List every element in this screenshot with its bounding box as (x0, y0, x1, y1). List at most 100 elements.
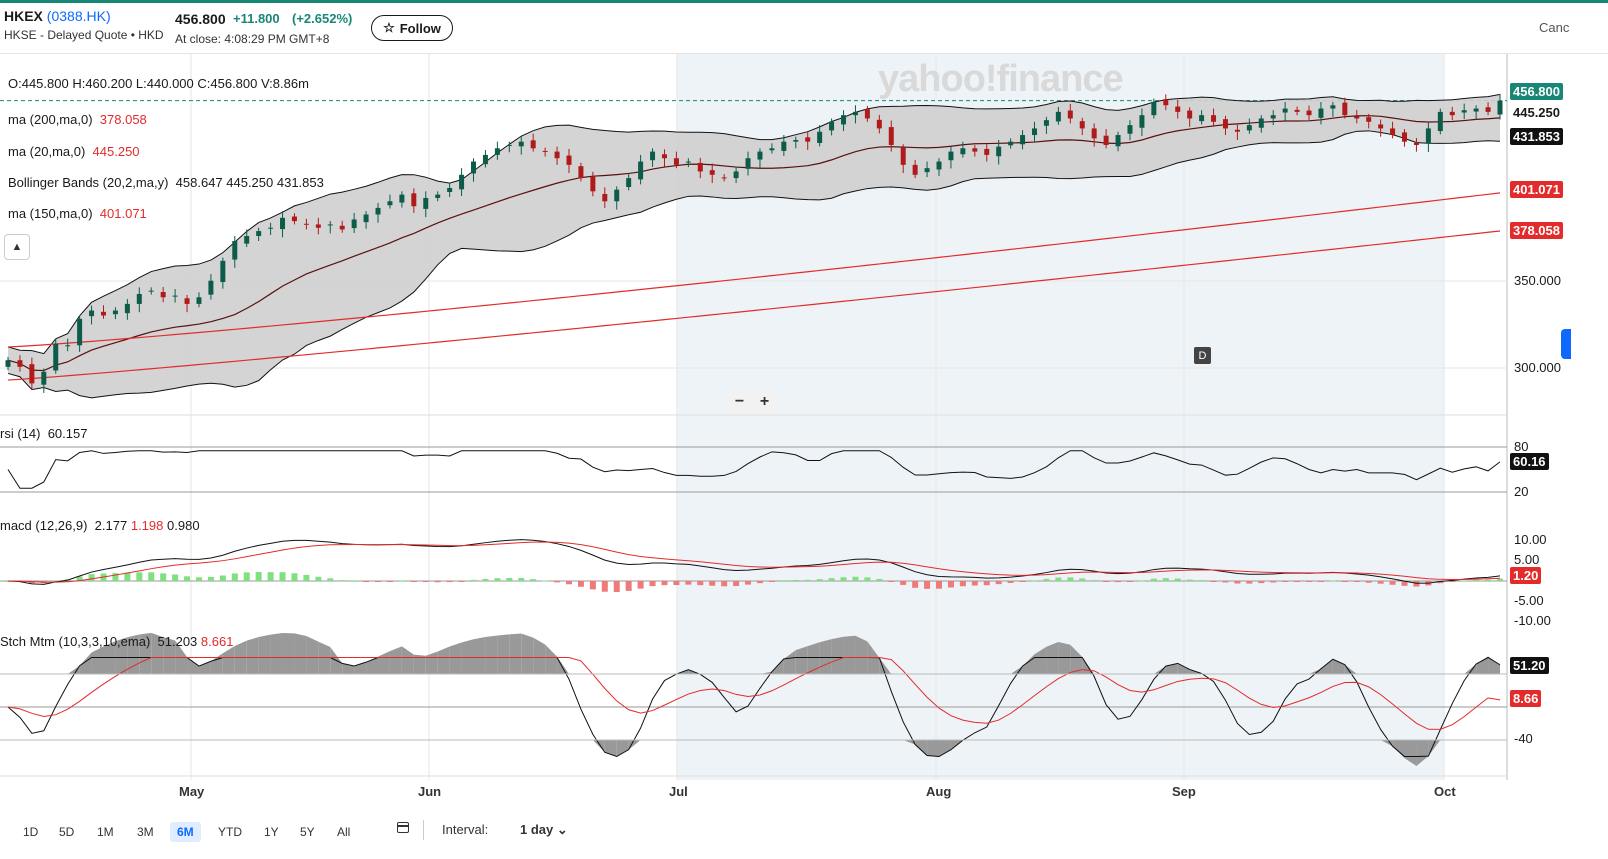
zoom-in-button[interactable]: + (759, 393, 770, 410)
stch-overbought-fill (258, 634, 271, 674)
stch-overbought-fill (855, 635, 868, 674)
candle (1294, 106, 1300, 116)
macd-signal-line (7, 541, 1501, 583)
range-3m-button[interactable]: 3M (137, 825, 154, 839)
collapse-legend-button[interactable]: ▲ (4, 234, 30, 260)
calendar-icon[interactable] (397, 822, 409, 833)
macd-histogram-bar (1103, 581, 1110, 582)
side-panel-handle[interactable] (1561, 329, 1571, 359)
candle-body (1413, 142, 1419, 145)
candle-body (411, 193, 417, 207)
candle-body (1437, 111, 1443, 132)
candle-body (817, 131, 823, 143)
candle-body (280, 217, 286, 230)
stch-overbought-fill (401, 646, 414, 674)
candle (1020, 130, 1026, 150)
candle (1055, 106, 1061, 125)
stch-oversold-fill (628, 740, 641, 750)
candle (423, 191, 429, 218)
bb-label: Bollinger Bands (20,2,ma,y) (8, 175, 169, 190)
candle (208, 274, 214, 300)
stch-overbought-fill (759, 671, 772, 674)
candle-body (208, 280, 214, 295)
month-label: Aug (926, 784, 952, 799)
range-5y-button[interactable]: 5Y (300, 825, 315, 839)
bollinger-legend[interactable]: Bollinger Bands (20,2,ma,y) 458.647 445.… (8, 175, 324, 190)
macd-histogram-bar (518, 578, 525, 581)
macd-histogram-bar (601, 581, 608, 592)
candle (1402, 129, 1408, 147)
moving-averages (7, 115, 1501, 381)
chart-canvas[interactable] (0, 54, 1608, 784)
symbol-code[interactable]: (0388.HK) (46, 8, 111, 24)
macd-histogram-bar (625, 581, 632, 591)
candle-body (936, 161, 942, 170)
macd-histogram-bar (231, 573, 238, 581)
exchange-info: HKSE - Delayed Quote • HKD (4, 28, 164, 42)
range-1y-button[interactable]: 1Y (264, 825, 279, 839)
range-1m-button[interactable]: 1M (97, 825, 114, 839)
ma20-value: 445.250 (92, 144, 140, 159)
candle (17, 355, 23, 372)
candle (1378, 119, 1384, 137)
candle-body (1449, 111, 1455, 116)
macd-histogram-bar (1341, 581, 1348, 582)
macd-histogram-bar (542, 580, 549, 582)
ma20-legend[interactable]: ma (20,ma,0) 445.250 (8, 144, 140, 159)
macd-histogram-bar (1306, 581, 1313, 582)
range-ytd-button[interactable]: YTD (218, 825, 242, 839)
dividend-marker[interactable]: D (1194, 347, 1211, 364)
candle-body (184, 298, 190, 304)
ma150-legend[interactable]: ma (150,ma,0) 401.071 (8, 206, 147, 221)
candle-body (769, 148, 775, 151)
range-1d-button[interactable]: 1D (23, 825, 39, 839)
candle-body (1270, 115, 1276, 119)
macd-histogram-bar (685, 581, 692, 585)
stch-legend[interactable]: Stch Mtm (10,3,3,10,ema) 51.203 8.661 (0, 634, 233, 649)
rsi-line (7, 450, 1501, 489)
bollinger-upper-line (7, 93, 1501, 355)
candle (375, 202, 381, 223)
candle (661, 149, 667, 167)
candle (1246, 118, 1252, 134)
candle (244, 229, 250, 247)
candle-body (1222, 119, 1228, 129)
candle (112, 307, 118, 320)
candle-body (327, 224, 333, 226)
candle (697, 157, 703, 179)
candle (924, 161, 930, 178)
follow-button[interactable]: ☆ Follow (371, 15, 453, 41)
candle-body (136, 293, 142, 304)
macd-histogram-bar (768, 581, 775, 582)
candle (912, 159, 918, 179)
zoom-out-button[interactable]: − (734, 393, 745, 410)
macd-histogram-bar (184, 576, 191, 581)
candle (124, 298, 130, 320)
chart-type-tab[interactable]: Canc (1539, 20, 1570, 35)
range-5d-button[interactable]: 5D (59, 825, 75, 839)
macd-legend[interactable]: macd (12,26,9) 2.177 1.198 0.980 (0, 518, 200, 533)
macd-histogram-bar (852, 576, 859, 581)
candle (1115, 131, 1121, 152)
ma200-legend[interactable]: ma (200,ma,0) 378.058 (8, 112, 147, 127)
rsi-legend[interactable]: rsi (14) 60.157 (0, 426, 87, 441)
range-all-button[interactable]: All (337, 825, 351, 839)
candle (399, 191, 405, 208)
candle-body (578, 166, 584, 179)
macd-histogram-bar (816, 579, 823, 581)
macd-histogram-bar (124, 572, 131, 581)
macd-histogram-bar (279, 572, 286, 581)
price-change-percent: (+2.652%) (292, 11, 353, 26)
interval-select[interactable]: 1 day ⌄ (520, 822, 568, 838)
chevron-down-icon: ⌄ (556, 822, 568, 837)
candle-body (1175, 106, 1181, 112)
range-6m-button[interactable]: 6M (170, 822, 201, 842)
candle-body (387, 201, 393, 206)
month-label: Jul (669, 784, 688, 799)
candle-body (638, 161, 644, 180)
candle-body (459, 174, 465, 190)
macd-line (7, 539, 1501, 585)
candle-body (1067, 110, 1073, 119)
ma200-line (7, 230, 1501, 381)
candle (1067, 103, 1073, 124)
